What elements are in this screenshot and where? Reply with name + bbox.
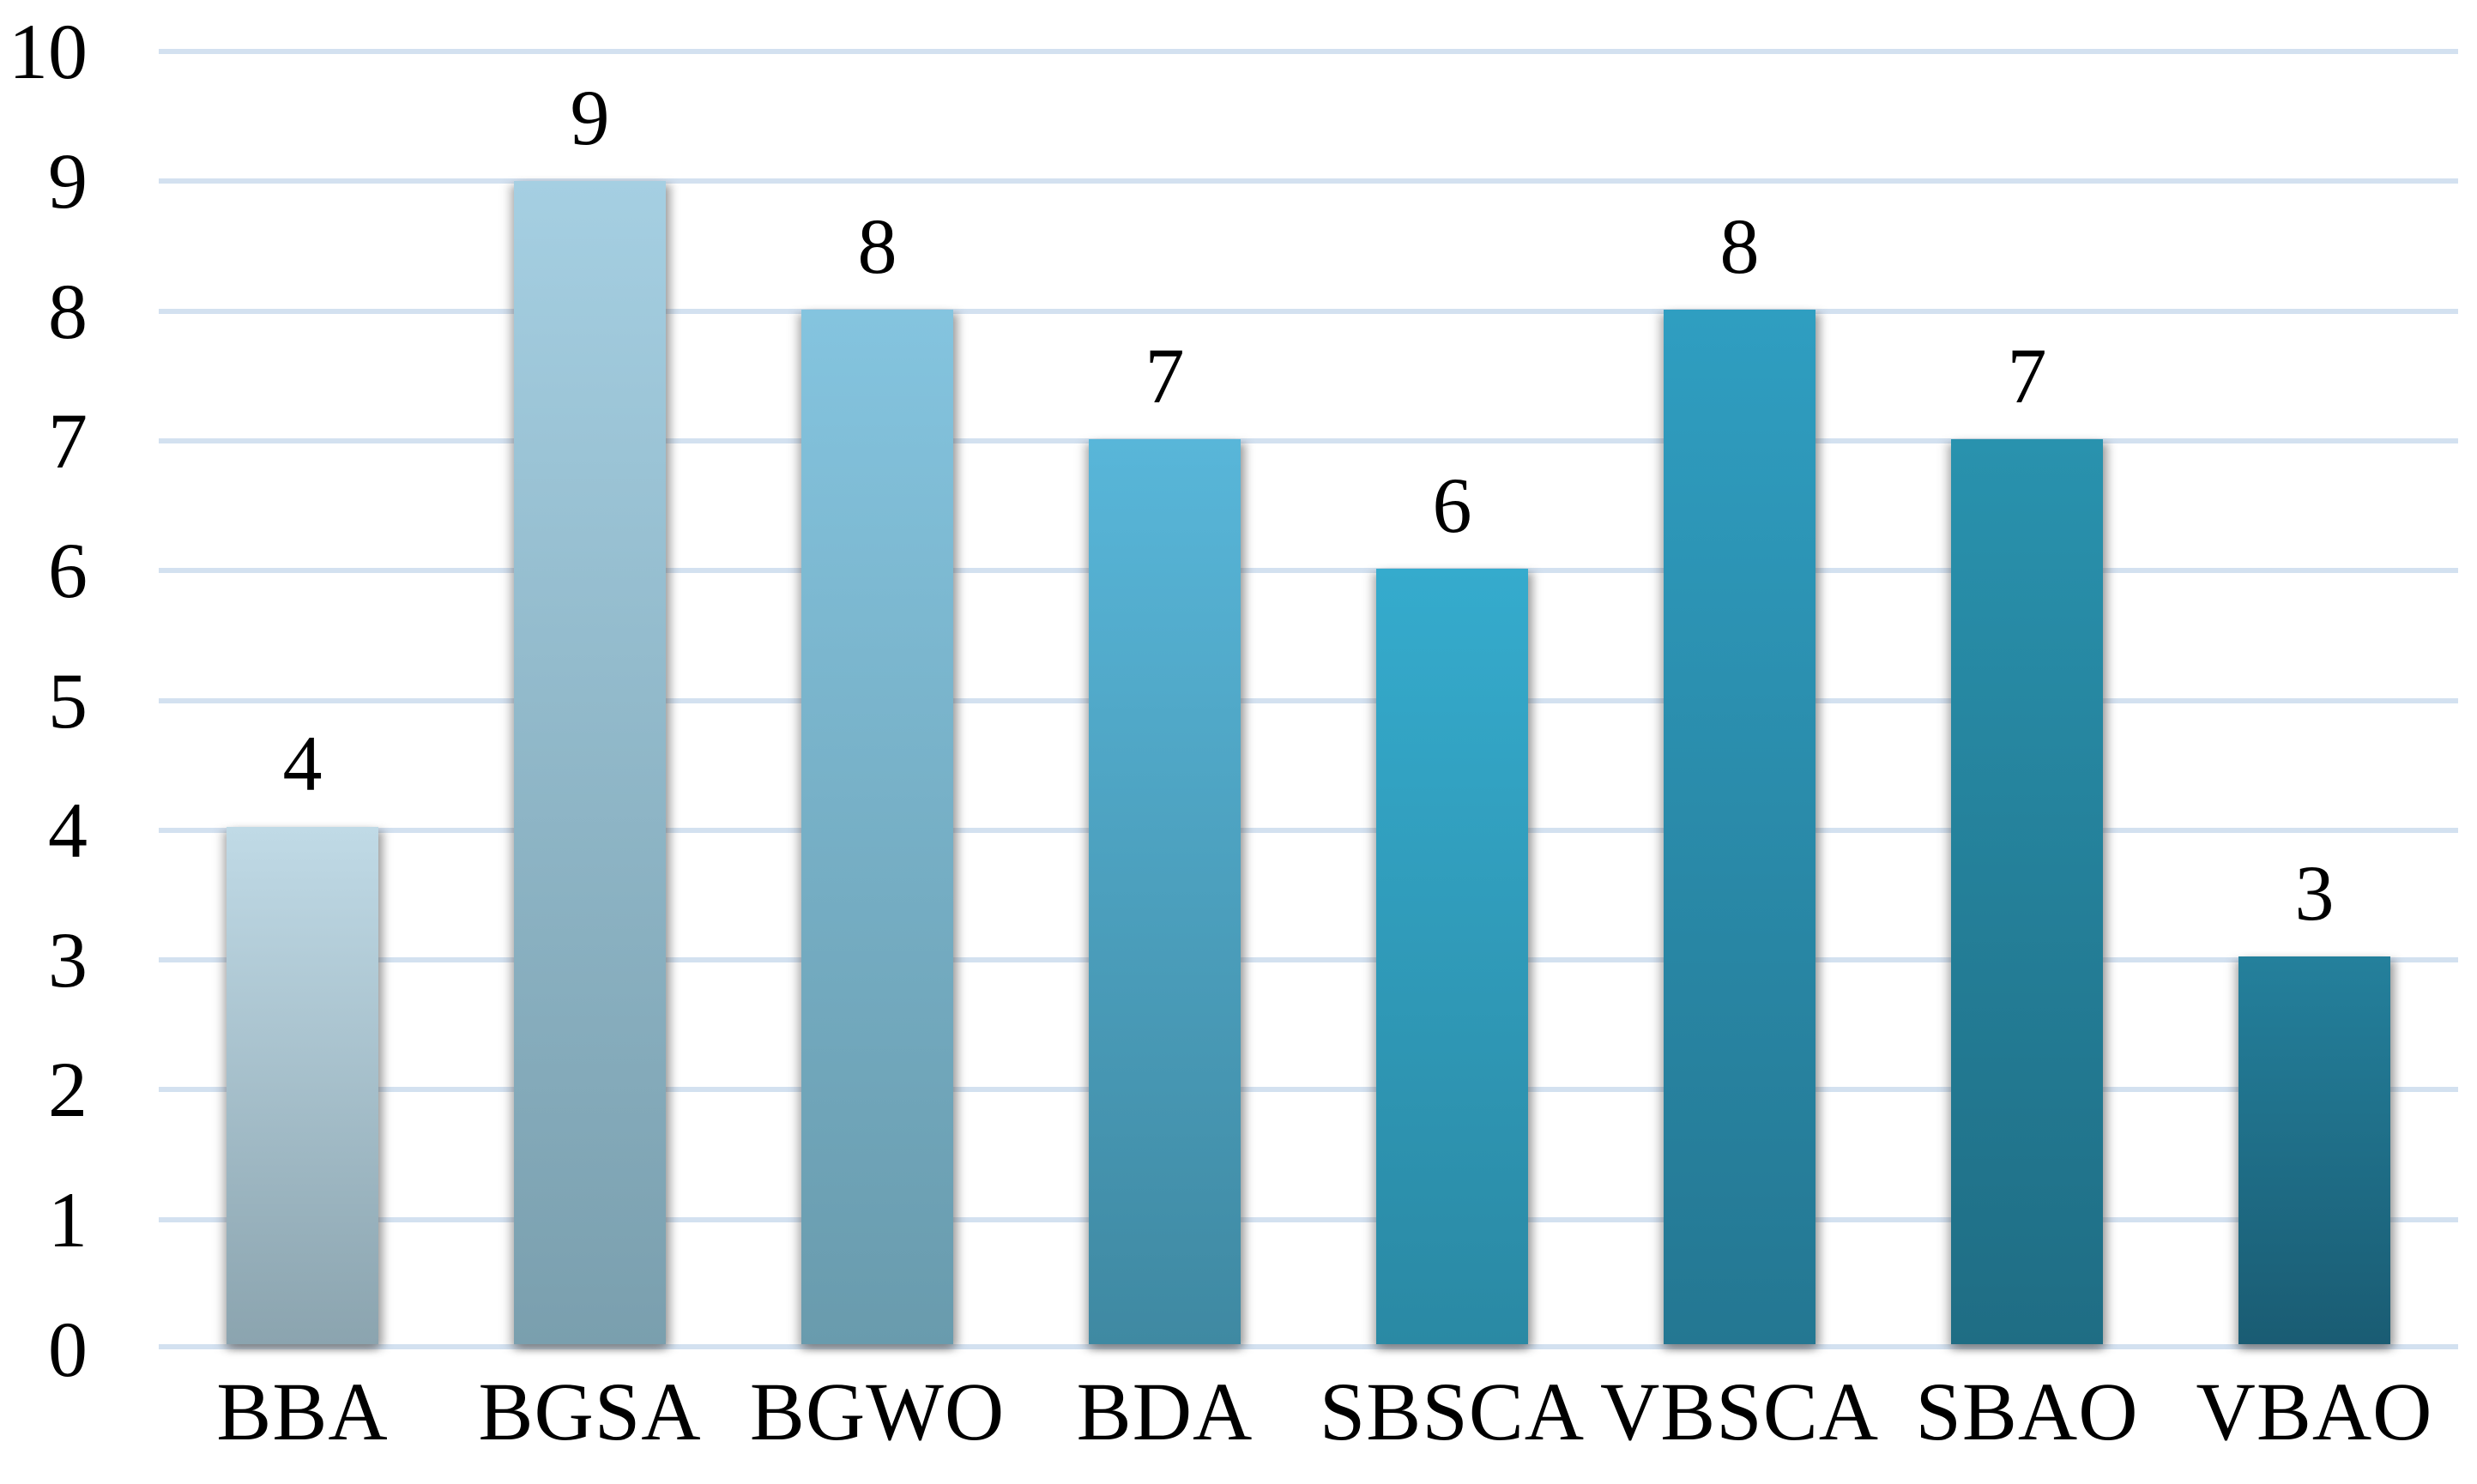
y-tick-label: 10 [9,8,88,95]
bar-sbao [1950,439,2104,1344]
y-tick-label: 1 [48,1175,88,1264]
bar-value-label: 8 [1719,202,1760,291]
bar-value-label: 4 [282,720,323,808]
gridline [159,1216,2458,1222]
bar-slot: 4 [159,51,446,1344]
x-axis-label: SBAO [1915,1366,2139,1457]
gridlines [159,49,2458,1349]
y-tick-label: 8 [48,267,88,355]
gridline [159,308,2458,314]
bar-sbsca [1375,568,1529,1344]
y-axis: 0 1 2 3 4 5 6 7 8 9 10 [0,12,103,1389]
gridline [159,1344,2458,1349]
bar-value-label: 8 [857,202,897,291]
y-tick-label: 7 [48,396,88,485]
y-tick-label: 4 [48,786,88,874]
bar-bgwo [800,310,954,1344]
x-axis-label: VBAO [2196,1366,2433,1457]
bar-value-label: 7 [1145,332,1185,420]
plot-area: 4 9 8 7 6 8 7 3 [159,49,2458,1349]
x-axis-label: SBSCA [1319,1366,1586,1457]
bar-bba [226,827,379,1344]
x-axis-label: BBA [216,1366,389,1457]
bar-slot: 8 [734,51,1021,1344]
bar-slot: 7 [1883,51,2171,1344]
y-tick-label: 0 [48,1306,88,1393]
y-tick-label: 6 [48,527,88,615]
bar-bda [1088,439,1242,1344]
y-tick-label: 3 [48,916,88,1004]
bar-slot: 8 [1596,51,1883,1344]
bar-value-label: 9 [570,73,610,161]
bar-bgsa [513,180,667,1344]
x-axis: BBA BGSA BGWO BDA SBSCA VBSCA SBAO VBAO [159,1371,2458,1453]
y-tick-label: 9 [48,137,88,226]
gridline [159,568,2458,574]
y-tick-label: 2 [48,1046,88,1134]
gridline [159,1087,2458,1093]
bar-slot: 6 [1308,51,1596,1344]
bar-vbao [2238,956,2391,1344]
bar-slot: 7 [1021,51,1308,1344]
x-axis-label: BGSA [478,1366,702,1457]
x-axis-label: BDA [1076,1366,1254,1457]
bar-slot: 3 [2171,51,2458,1344]
bar-vbsca [1663,310,1816,1344]
y-tick-label: 5 [48,656,88,745]
x-axis-label: VBSCA [1599,1366,1880,1457]
bar-value-label: 3 [2294,848,2335,937]
bar-slot: 9 [446,51,734,1344]
gridline [159,49,2458,54]
gridline [159,827,2458,833]
bar-value-label: 7 [2007,332,2047,420]
x-axis-label: BGWO [749,1366,1006,1457]
bar-value-label: 6 [1432,461,1472,549]
gridline [159,437,2458,443]
gridline [159,697,2458,703]
gridline [159,957,2458,963]
bars: 4 9 8 7 6 8 7 3 [159,51,2458,1344]
gridline [159,178,2458,184]
